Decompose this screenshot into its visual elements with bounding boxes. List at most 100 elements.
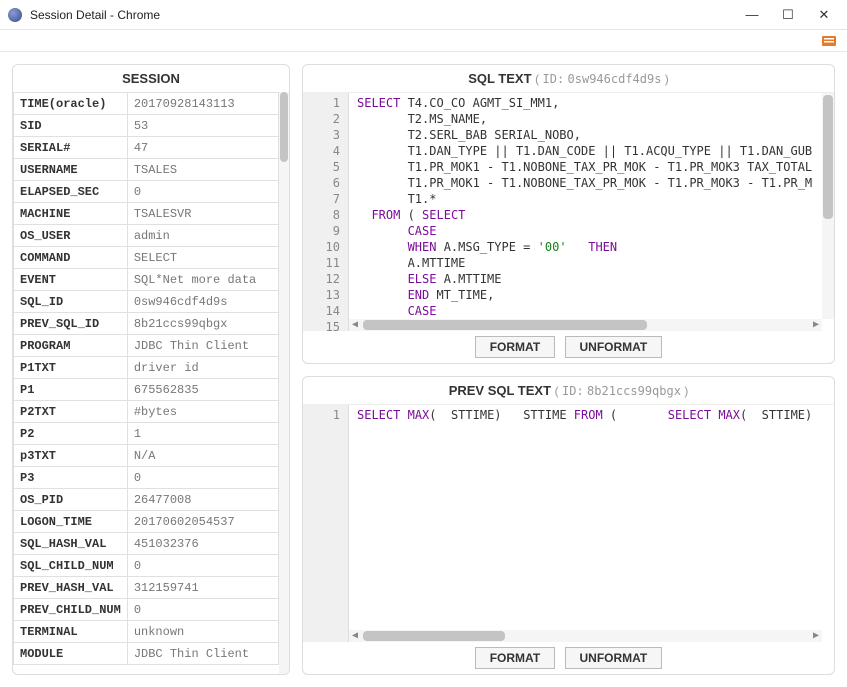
session-row: SID53: [14, 115, 279, 137]
session-row: EVENTSQL*Net more data: [14, 269, 279, 291]
sql-hscrollbar[interactable]: ◀ ▶: [349, 319, 822, 331]
session-row: PREV_HASH_VAL312159741: [14, 577, 279, 599]
session-value: 20170602054537: [127, 511, 278, 533]
hscroll-right-arrow[interactable]: ▶: [810, 630, 822, 642]
sql-vscrollbar[interactable]: [822, 93, 834, 319]
session-value: JDBC Thin Client: [127, 335, 278, 357]
unformat-button[interactable]: UNFORMAT: [565, 647, 663, 669]
format-button[interactable]: FORMAT: [475, 647, 555, 669]
session-row: P30: [14, 467, 279, 489]
session-key: OS_PID: [14, 489, 128, 511]
session-value: JDBC Thin Client: [127, 643, 278, 665]
sql-text-editor[interactable]: 123456789101112131415161718 SELECT T4.CO…: [303, 92, 834, 331]
export-icon[interactable]: [821, 33, 837, 49]
sql-vscrollbar-thumb[interactable]: [823, 95, 833, 219]
session-key: P2TXT: [14, 401, 128, 423]
prev-sql-text-editor[interactable]: 1 SELECT MAX( STTIME) STTIME FROM ( SELE…: [303, 404, 834, 643]
session-value: 0sw946cdf4d9s: [127, 291, 278, 313]
session-panel: SESSION TIME(oracle)20170928143113SID53S…: [12, 64, 290, 675]
content-area: SESSION TIME(oracle)20170928143113SID53S…: [0, 52, 847, 687]
titlebar: Session Detail - Chrome — ☐ ✕: [0, 0, 847, 30]
right-column: SQL TEXT ( ID: 0sw946cdf4d9s ) 123456789…: [302, 64, 835, 675]
session-value: 451032376: [127, 533, 278, 555]
session-value: SQL*Net more data: [127, 269, 278, 291]
sql-text-header: SQL TEXT ( ID: 0sw946cdf4d9s ): [303, 65, 834, 92]
session-key: COMMAND: [14, 247, 128, 269]
minimize-button[interactable]: —: [743, 7, 761, 22]
prev-sql-text-panel: PREV SQL TEXT ( ID: 8b21ccs99qbgx ) 1 SE…: [302, 376, 835, 676]
hscroll-right-arrow[interactable]: ▶: [810, 319, 822, 331]
prev-sql-gutter: 1: [303, 405, 349, 643]
prev-sql-text-id: ( ID: 8b21ccs99qbgx ): [555, 384, 689, 398]
session-key: SQL_ID: [14, 291, 128, 313]
session-row: PREV_CHILD_NUM0: [14, 599, 279, 621]
session-value: #bytes: [127, 401, 278, 423]
session-scrollbar[interactable]: [279, 92, 289, 674]
session-key: P1: [14, 379, 128, 401]
session-key: PREV_CHILD_NUM: [14, 599, 128, 621]
prev-sql-code-lines[interactable]: SELECT MAX( STTIME) STTIME FROM ( SELECT…: [349, 405, 822, 631]
unformat-button[interactable]: UNFORMAT: [565, 336, 663, 358]
session-value: unknown: [127, 621, 278, 643]
application-icon: [8, 8, 22, 22]
session-key: ELAPSED_SEC: [14, 181, 128, 203]
sql-hscrollbar-thumb[interactable]: [363, 320, 647, 330]
session-value: driver id: [127, 357, 278, 379]
session-row: ELAPSED_SEC0: [14, 181, 279, 203]
session-key: SERIAL#: [14, 137, 128, 159]
session-row: SQL_HASH_VAL451032376: [14, 533, 279, 555]
session-value: admin: [127, 225, 278, 247]
hscroll-left-arrow[interactable]: ◀: [349, 319, 361, 331]
session-row: OS_USERadmin: [14, 225, 279, 247]
maximize-button[interactable]: ☐: [779, 7, 797, 23]
session-value: SELECT: [127, 247, 278, 269]
session-value: 26477008: [127, 489, 278, 511]
session-table: TIME(oracle)20170928143113SID53SERIAL#47…: [13, 92, 279, 665]
session-key: TERMINAL: [14, 621, 128, 643]
session-key: SID: [14, 115, 128, 137]
session-scrollbar-thumb[interactable]: [280, 92, 288, 162]
session-row: SERIAL#47: [14, 137, 279, 159]
session-value: 0: [127, 467, 278, 489]
session-value: 0: [127, 555, 278, 577]
session-row: PREV_SQL_ID8b21ccs99qbgx: [14, 313, 279, 335]
session-row: TERMINALunknown: [14, 621, 279, 643]
prev-sql-text-header: PREV SQL TEXT ( ID: 8b21ccs99qbgx ): [303, 377, 834, 404]
hscroll-left-arrow[interactable]: ◀: [349, 630, 361, 642]
session-key: MODULE: [14, 643, 128, 665]
session-value: N/A: [127, 445, 278, 467]
session-header: SESSION: [13, 65, 289, 92]
session-value: 0: [127, 181, 278, 203]
format-button[interactable]: FORMAT: [475, 336, 555, 358]
session-row: TIME(oracle)20170928143113: [14, 93, 279, 115]
session-value: 0: [127, 599, 278, 621]
session-row: COMMANDSELECT: [14, 247, 279, 269]
close-button[interactable]: ✕: [815, 7, 833, 23]
prev-sql-hscrollbar[interactable]: ◀ ▶: [349, 630, 822, 642]
session-value: 1: [127, 423, 278, 445]
session-key: PREV_SQL_ID: [14, 313, 128, 335]
session-key: SQL_CHILD_NUM: [14, 555, 128, 577]
session-key: PREV_HASH_VAL: [14, 577, 128, 599]
sql-gutter: 123456789101112131415161718: [303, 93, 349, 331]
session-key: OS_USER: [14, 225, 128, 247]
session-body: TIME(oracle)20170928143113SID53SERIAL#47…: [13, 92, 289, 674]
session-key: SQL_HASH_VAL: [14, 533, 128, 555]
session-value: 312159741: [127, 577, 278, 599]
session-row: SQL_CHILD_NUM0: [14, 555, 279, 577]
session-key: TIME(oracle): [14, 93, 128, 115]
session-row: USERNAMETSALES: [14, 159, 279, 181]
session-row: P1675562835: [14, 379, 279, 401]
session-row: SQL_ID0sw946cdf4d9s: [14, 291, 279, 313]
window-title: Session Detail - Chrome: [30, 8, 743, 22]
sql-code-lines[interactable]: SELECT T4.CO_CO AGMT_SI_MM1, T2.MS_NAME,…: [349, 93, 822, 319]
session-key: p3TXT: [14, 445, 128, 467]
session-row: P21: [14, 423, 279, 445]
session-key: LOGON_TIME: [14, 511, 128, 533]
window-controls: — ☐ ✕: [743, 7, 833, 23]
session-key: USERNAME: [14, 159, 128, 181]
session-value: 8b21ccs99qbgx: [127, 313, 278, 335]
session-table-viewport: TIME(oracle)20170928143113SID53SERIAL#47…: [13, 92, 279, 674]
session-row: MODULEJDBC Thin Client: [14, 643, 279, 665]
prev-sql-hscrollbar-thumb[interactable]: [363, 631, 505, 641]
